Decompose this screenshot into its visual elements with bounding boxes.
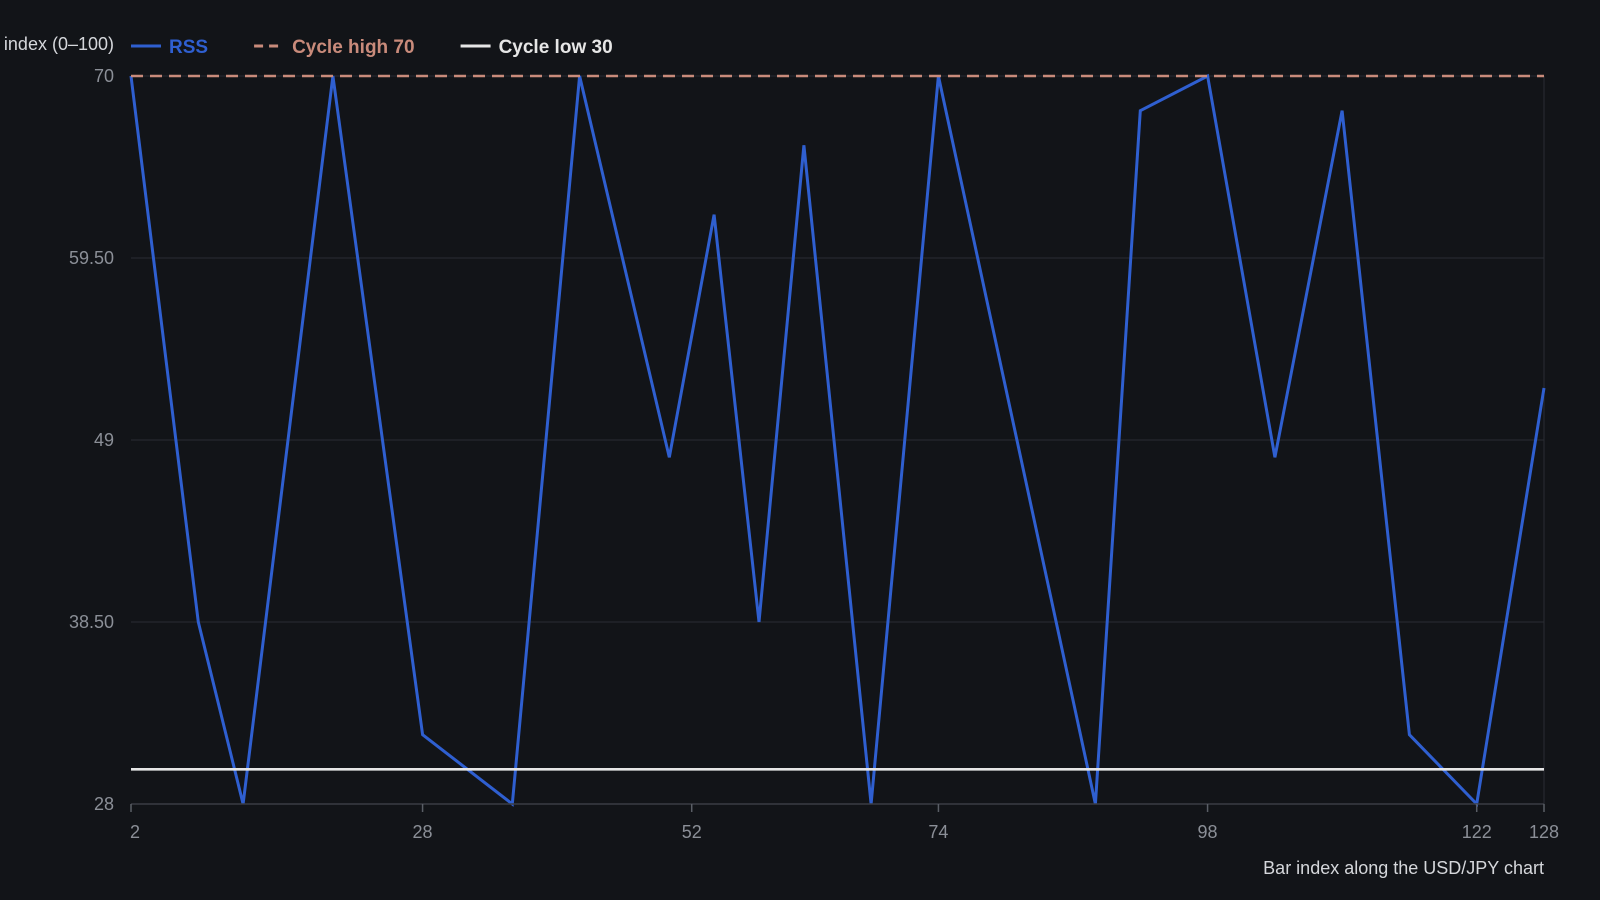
- y-tick-label: 59.50: [69, 248, 114, 268]
- rss-series-line: [129, 73, 1546, 808]
- legend: RSS Cycle high 70 Cycle low 30: [131, 37, 613, 58]
- reference-lines: [131, 74, 1544, 771]
- legend-label: Cycle high 70: [292, 37, 415, 58]
- legend-label: Cycle low 30: [499, 37, 613, 58]
- axis-layer: 28 38.50 49 59.50 70 2 28 52 74 98 122 128: [69, 66, 1559, 842]
- y-tick-label: 49: [94, 430, 114, 450]
- x-tick-label: 122: [1462, 822, 1492, 842]
- series-layer: [129, 73, 1546, 808]
- y-tick-label: 28: [94, 794, 114, 814]
- x-tick-label: 2: [130, 822, 140, 842]
- legend-item-cycle-low: Cycle low 30: [460, 37, 613, 58]
- x-tick-label: 28: [413, 822, 433, 842]
- legend-item-cycle-high: Cycle high 70: [254, 37, 415, 58]
- x-tick-label: 74: [928, 822, 948, 842]
- x-tick-label: 98: [1198, 822, 1218, 842]
- y-tick-label: 70: [94, 66, 114, 86]
- x-tick-label: 128: [1529, 822, 1559, 842]
- y-axis-title: index (0–100): [4, 34, 114, 54]
- grid-layer: [131, 75, 1545, 805]
- legend-item-rss: RSS: [131, 37, 208, 58]
- x-tick-label: 52: [682, 822, 702, 842]
- x-axis-title: Bar index along the USD/JPY chart: [1263, 858, 1544, 878]
- legend-label: RSS: [169, 37, 208, 58]
- y-tick-label: 38.50: [69, 612, 114, 632]
